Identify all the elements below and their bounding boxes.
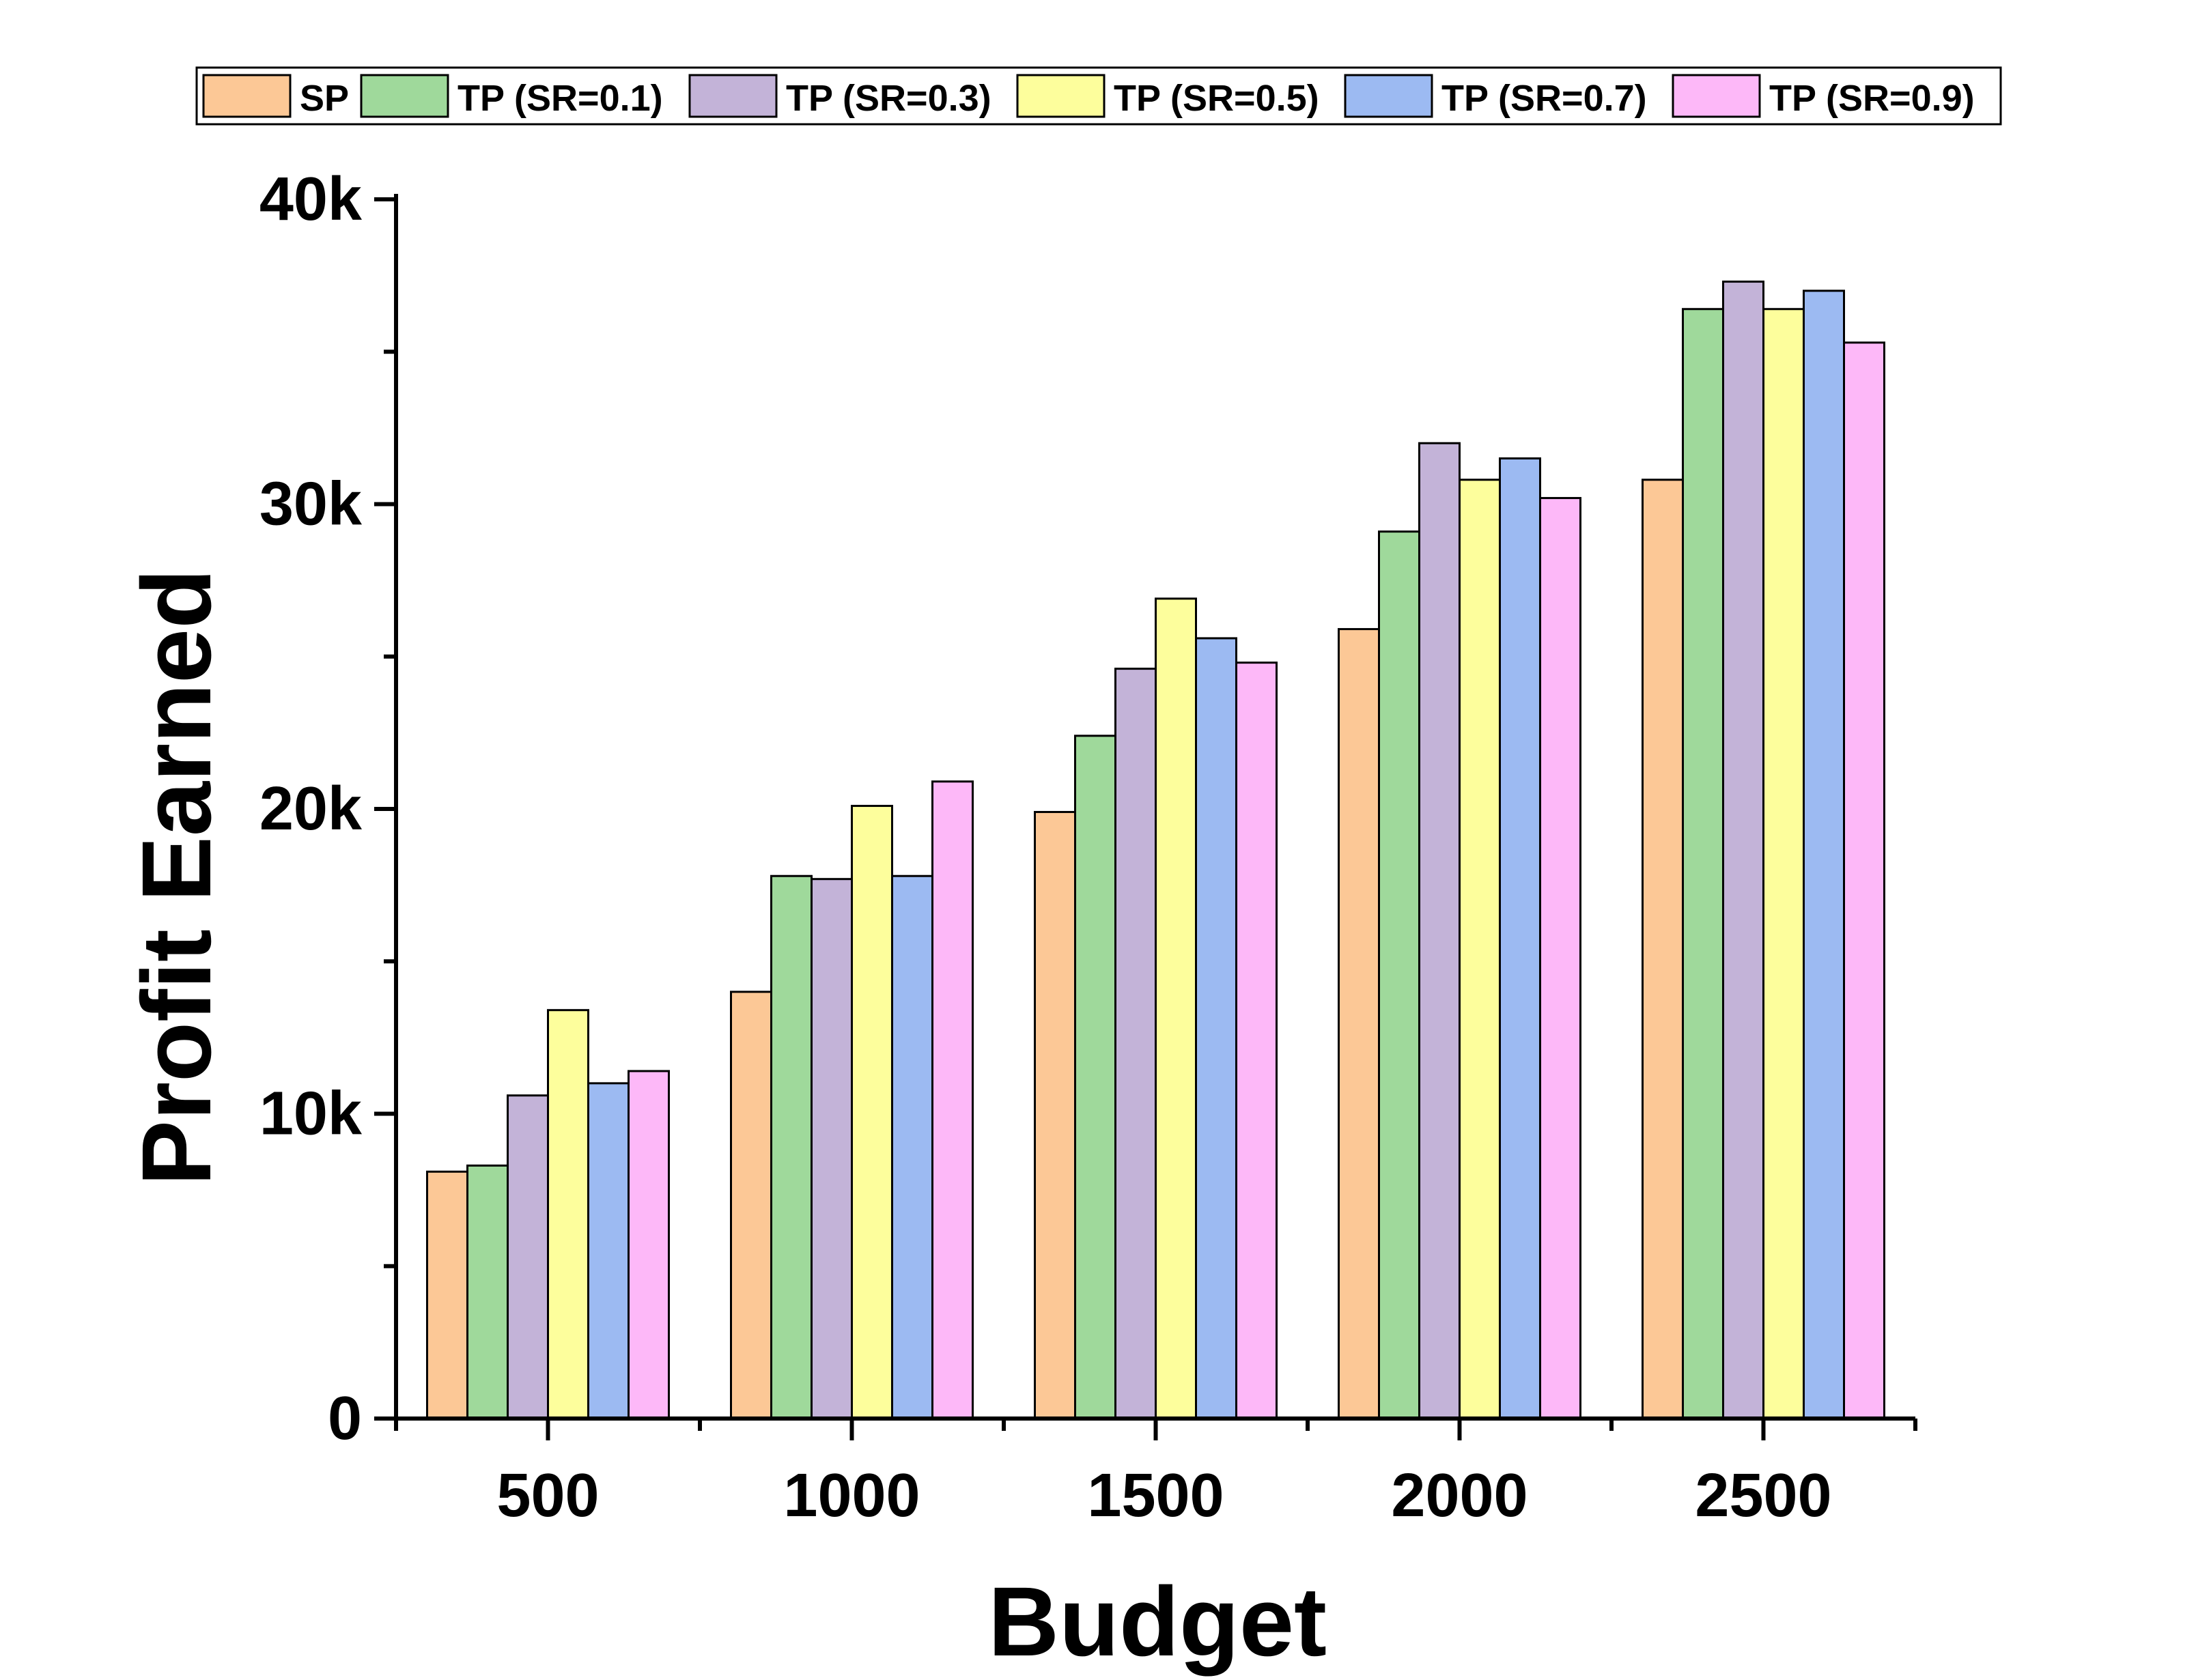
y-tick-label-1: 10k (259, 1080, 363, 1148)
legend-swatch-1 (360, 74, 449, 118)
bar-1500-series-0 (1034, 810, 1076, 1420)
bar-2000-series-3 (1459, 479, 1501, 1420)
bar-1000-series-2 (811, 878, 853, 1420)
legend-label-1: TP (SR=0.1) (458, 78, 663, 119)
bar-1500-series-4 (1195, 637, 1237, 1420)
bar-1000-series-5 (931, 780, 974, 1420)
bar-2500-series-0 (1642, 479, 1684, 1420)
bar-1500-series-2 (1114, 668, 1157, 1420)
bar-2000-series-2 (1418, 442, 1461, 1420)
y-tick-label-4: 40k (259, 165, 363, 233)
bar-500-series-5 (628, 1070, 670, 1420)
bar-500-series-0 (426, 1170, 468, 1420)
axes-layer: 0 10k 20k 30k 40k 500 1000 1500 2000 2500 (259, 165, 1917, 1530)
x-axis-title: Budget (988, 1567, 1327, 1677)
y-tick-label-0: 0 (328, 1384, 362, 1453)
legend-swatch-5 (1672, 74, 1761, 118)
bar-1000-series-3 (851, 805, 893, 1420)
bar-1500-series-3 (1155, 597, 1197, 1420)
bar-500-series-4 (587, 1082, 630, 1420)
bar-1000-series-4 (891, 874, 933, 1420)
legend-swatch-2 (688, 74, 778, 118)
legend-label-0: SP (300, 78, 349, 119)
legend-label-4: TP (SR=0.7) (1441, 78, 1647, 119)
bar-2500-series-3 (1762, 308, 1805, 1420)
legend-label-2: TP (SR=0.3) (786, 78, 991, 119)
y-axis-title: Profit Earned (122, 569, 231, 1186)
bar-2000-series-1 (1378, 530, 1420, 1420)
x-tick-label-2500: 2500 (1695, 1462, 1831, 1530)
bar-2500-series-4 (1803, 289, 1845, 1420)
bars-layer (426, 281, 1885, 1420)
bar-2500-series-1 (1682, 308, 1724, 1420)
bar-1500-series-1 (1074, 735, 1116, 1420)
bar-2500-series-5 (1843, 341, 1885, 1420)
bar-500-series-2 (507, 1094, 549, 1420)
legend-swatch-3 (1016, 74, 1106, 118)
x-tick-label-500: 500 (496, 1462, 599, 1530)
bar-1500-series-5 (1235, 661, 1278, 1420)
y-tick-label-2: 20k (259, 775, 363, 843)
bar-1000-series-0 (730, 991, 772, 1420)
x-tick-label-2000: 2000 (1391, 1462, 1528, 1530)
legend-label-5: TP (SR=0.9) (1769, 78, 1975, 119)
legend-swatch-4 (1344, 74, 1433, 118)
legend: SP TP (SR=0.1) TP (SR=0.3) TP (SR=0.5) TP (S… (195, 66, 2002, 126)
y-tick-label-3: 30k (259, 470, 363, 539)
x-tick-label-1000: 1000 (783, 1462, 920, 1530)
bar-2500-series-2 (1722, 281, 1764, 1420)
legend-label-3: TP (SR=0.5) (1114, 78, 1319, 119)
bar-2000-series-0 (1338, 628, 1380, 1420)
bar-500-series-1 (466, 1164, 509, 1420)
bar-1000-series-1 (770, 874, 813, 1420)
bar-2000-series-4 (1499, 457, 1541, 1420)
bar-2000-series-5 (1539, 497, 1581, 1420)
legend-swatch-0 (202, 74, 292, 118)
x-tick-label-1500: 1500 (1087, 1462, 1224, 1530)
bar-500-series-3 (547, 1009, 589, 1420)
